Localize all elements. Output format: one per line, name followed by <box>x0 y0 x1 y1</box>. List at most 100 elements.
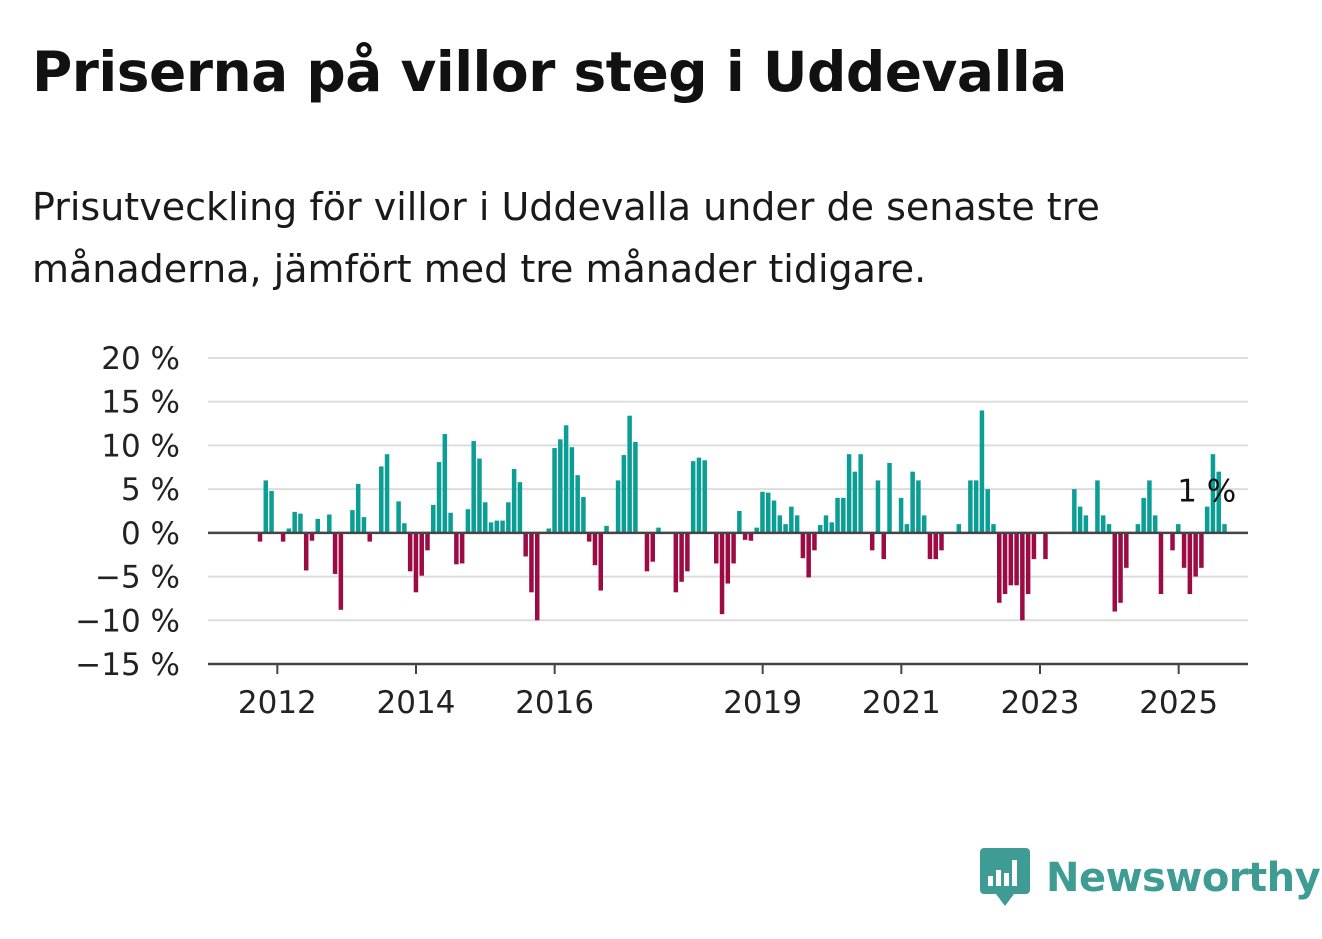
brand-name: Newsworthy <box>1046 855 1321 901</box>
bar <box>592 532 598 566</box>
bar <box>425 532 430 551</box>
bar <box>1100 515 1106 533</box>
y-tick-label: −5 % <box>95 560 180 596</box>
bar <box>581 497 586 533</box>
bar <box>338 532 344 610</box>
bar <box>1014 532 1019 586</box>
bar <box>1176 524 1181 533</box>
bar <box>1141 497 1146 533</box>
bar <box>1170 532 1175 551</box>
bar <box>1187 532 1193 595</box>
bar <box>431 504 436 533</box>
bar <box>933 532 938 560</box>
bar <box>858 454 863 533</box>
bar <box>1002 532 1008 595</box>
bar <box>1158 532 1164 595</box>
bar <box>800 532 806 559</box>
bar <box>997 532 1002 603</box>
bar <box>1112 532 1118 612</box>
bar <box>673 532 679 593</box>
bar <box>621 455 627 533</box>
bar <box>384 454 390 533</box>
bar <box>921 515 927 533</box>
bar <box>835 497 840 533</box>
bar <box>517 482 523 533</box>
bar <box>586 532 592 542</box>
bar <box>742 532 748 540</box>
bar <box>1095 480 1100 533</box>
bar <box>812 532 817 551</box>
bar <box>875 480 881 533</box>
bar <box>748 532 754 541</box>
bar <box>817 524 823 533</box>
bar <box>985 489 990 533</box>
bar <box>1210 454 1216 533</box>
bar <box>257 532 263 542</box>
bar <box>558 439 563 533</box>
y-tick-label: 20 % <box>101 341 180 377</box>
bar <box>783 524 788 533</box>
x-tick-label: 2025 <box>1139 685 1218 721</box>
bar <box>754 527 759 533</box>
bar <box>448 512 453 533</box>
x-tick-label: 2021 <box>862 685 941 721</box>
bar <box>887 462 892 533</box>
bar <box>1193 532 1198 577</box>
bar <box>1199 532 1204 568</box>
bar <box>679 532 684 582</box>
bar <box>327 514 332 533</box>
bar <box>459 532 465 564</box>
bar <box>806 532 811 578</box>
bar <box>598 532 604 591</box>
bar <box>355 483 361 533</box>
bar <box>350 510 355 533</box>
bar <box>968 480 973 533</box>
x-tick-label: 2014 <box>377 685 456 721</box>
y-tick-label: 10 % <box>101 428 180 464</box>
bar <box>367 532 372 542</box>
bar <box>656 527 661 533</box>
bar <box>569 447 575 533</box>
bar <box>1181 532 1187 568</box>
bar <box>725 532 731 584</box>
bar <box>575 475 580 533</box>
bar <box>1025 532 1031 595</box>
bar <box>1204 506 1210 533</box>
bar <box>1072 489 1077 533</box>
bar <box>269 490 274 533</box>
bar <box>379 466 384 533</box>
y-tick-label: 15 % <box>101 385 180 421</box>
bar <box>494 520 500 533</box>
bar <box>719 532 725 615</box>
bar <box>523 532 528 557</box>
bar <box>702 460 707 533</box>
bar <box>991 524 996 533</box>
bar <box>563 425 569 533</box>
bar <box>841 497 846 533</box>
bar <box>546 528 552 533</box>
y-tick-label: 0 % <box>121 516 180 552</box>
bar <box>286 528 292 533</box>
bar <box>471 441 476 533</box>
bar <box>500 520 505 533</box>
bar <box>402 523 407 533</box>
x-tick-label: 2019 <box>723 685 802 721</box>
bar <box>465 509 471 533</box>
bar <box>1118 532 1123 603</box>
bar <box>280 532 286 542</box>
bar <box>731 532 736 564</box>
bar <box>615 480 621 533</box>
bar <box>506 502 511 533</box>
bar <box>650 532 655 562</box>
bar <box>881 532 887 560</box>
bar <box>552 448 557 533</box>
bar <box>482 502 488 533</box>
bar <box>910 471 915 533</box>
bar <box>396 501 401 533</box>
x-tick-label: 2016 <box>515 685 594 721</box>
bar <box>298 513 303 533</box>
chart-title: Priserna på villor steg i Uddevalla <box>32 40 1067 104</box>
newsworthy-logo-icon <box>980 848 1030 906</box>
bar <box>794 515 800 533</box>
bar <box>939 532 944 551</box>
